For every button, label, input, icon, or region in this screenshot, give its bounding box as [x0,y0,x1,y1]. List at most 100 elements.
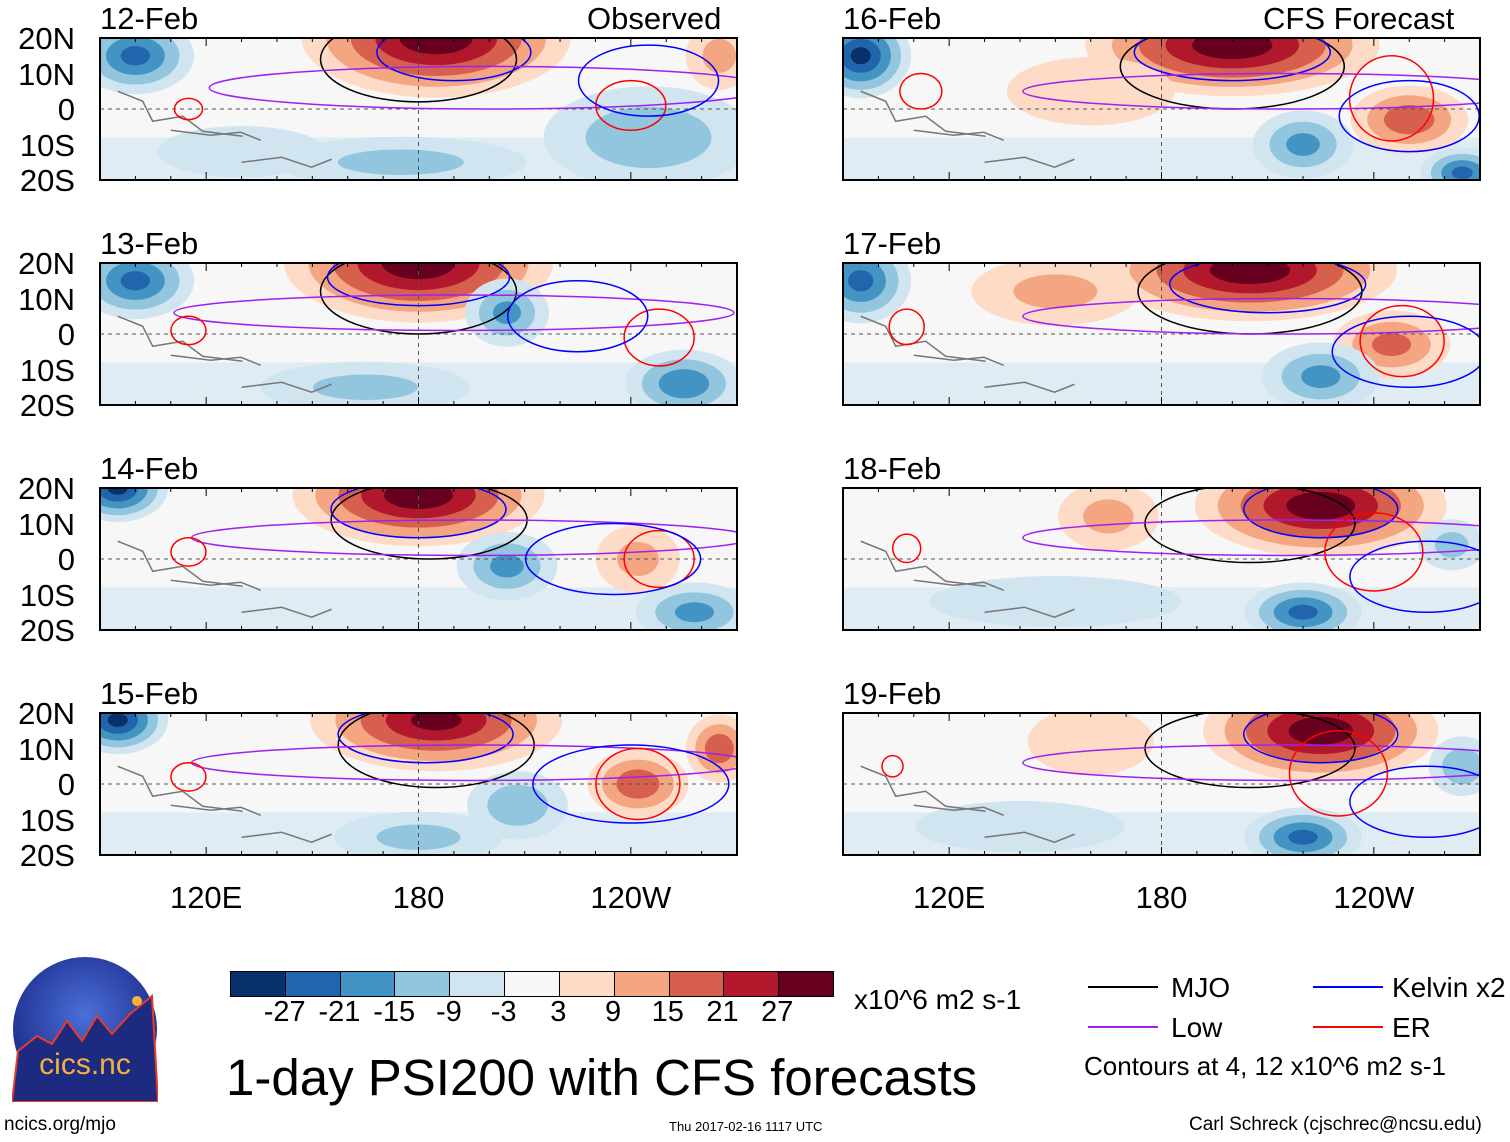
colorbar-label: 9 [605,996,622,1028]
er-contour [595,79,667,132]
colorbar-label: -27 [263,996,306,1028]
map-panel-15-Feb [99,712,738,856]
panel-date: 19-Feb [843,676,942,711]
colorbar-swatch [284,972,340,996]
coastline [860,540,1075,619]
anomaly-shading [337,149,464,176]
colorbar-label: 15 [651,996,684,1028]
contour-note: Contours at 4, 12 x10^6 m2 s-1 [1084,1051,1446,1081]
mjo-contour [1144,488,1356,564]
er-contour [1359,304,1445,378]
map-panel-14-Feb [99,487,738,631]
coastline [117,540,332,619]
anomaly-shading [1083,499,1134,534]
colorbar-swatch [339,972,395,996]
colorbar-swatch [723,972,779,996]
anomaly-shading [1209,263,1291,285]
colorbar-swatch [449,972,505,996]
footer-timestamp: Thu 2017-02-16 1117 UTC [669,1119,823,1134]
map-panel-18-Feb [842,487,1481,631]
map-panel-13-Feb [99,262,738,406]
coastline [860,765,1075,844]
er-contour [881,754,904,778]
y-tick-label: 0 [57,767,75,802]
y-tick-label: 10S [19,127,75,163]
map-panel-16-Feb [842,37,1481,181]
anomaly-shading [674,602,715,623]
low-contour [173,294,735,332]
x-tick-label: 120W [1333,880,1415,915]
kelvin-contour [532,744,730,824]
er-contour [170,315,207,346]
map-panel-19-Feb [842,712,1481,856]
panel-date: 18-Feb [843,451,942,486]
anomaly-shading [850,47,871,65]
anomaly-shading [490,554,524,578]
units-label: x10^6 m2 s-1 [854,984,1022,1015]
map-panel-17-Feb [842,262,1481,406]
er-contour [899,72,943,110]
observed-label: Observed [587,1,722,36]
kelvin-contour [1331,315,1480,388]
low-contour [1022,72,1480,110]
colorbar-label: 3 [550,996,567,1028]
anomaly-shading [1006,57,1175,126]
footer-url[interactable]: ncics.org/mjo [4,1114,116,1135]
y-tick-label: 20S [19,613,75,648]
anomaly-shading [704,733,734,764]
panel-date: 13-Feb [100,226,199,261]
kelvin-contour [1168,263,1367,314]
y-tick-label: 10N [18,506,75,542]
kelvin-contour [577,44,720,117]
anomaly-shading [914,801,1125,853]
colorbar-swatch [778,972,833,996]
colorbar-label: -15 [373,996,416,1028]
colorbar [230,971,834,997]
map-panel-12-Feb [99,37,738,181]
legend-low: Low [1171,1012,1223,1043]
anomaly-shading [376,824,461,851]
anomaly-shading [411,713,462,731]
logo-text: cics.nc [39,1048,131,1081]
anomaly-shading [492,301,521,325]
y-tick-label: 20N [18,246,75,281]
anomaly-shading [1384,105,1435,135]
low-contour [1022,297,1480,335]
kelvin-contour [1349,540,1480,613]
anomaly-shading [1288,716,1353,745]
er-contour [891,533,922,564]
colorbar-swatch [394,972,450,996]
anomaly-shading [1288,604,1318,620]
er-line-swatch [1313,1026,1383,1028]
colorbar-label: 27 [761,996,794,1028]
y-tick-label: 20S [19,163,75,198]
anomaly-shading [487,784,548,826]
y-tick-label: 20S [19,388,75,423]
colorbar-label: -21 [318,996,361,1028]
mjo-contour [319,38,518,103]
kelvin-contour [1243,713,1399,764]
colorbar-label: 21 [706,996,739,1028]
panel-date: 12-Feb [100,1,199,36]
cics-logo: cics.nc [10,956,160,1103]
anomaly-shading [1301,365,1341,388]
x-tick-label: 120E [169,880,243,915]
colorbar-swatch [558,972,614,996]
kelvin-contour [507,280,649,353]
panel-date: 14-Feb [100,451,199,486]
anomaly-shading [1288,829,1318,845]
y-tick-label: 10S [19,802,75,838]
panel-date: 16-Feb [843,1,942,36]
anomaly-shading [848,270,874,292]
er-contour [1324,512,1424,592]
legend-er: ER [1392,1012,1431,1043]
y-tick-label: 0 [57,92,75,127]
low-contour [208,65,737,110]
mjo-contour [1144,713,1356,789]
legend-kelvin: Kelvin x2 [1392,972,1506,1003]
y-tick-label: 20S [19,838,75,873]
anomaly-shading [312,374,418,401]
coastline [117,90,332,169]
coastline [117,765,332,844]
low-line-swatch [1088,1026,1158,1028]
